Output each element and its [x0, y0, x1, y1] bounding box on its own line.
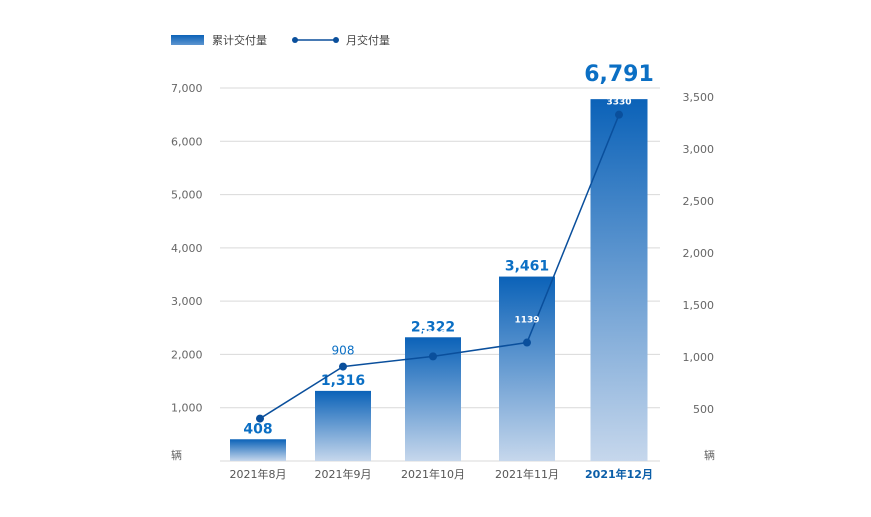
line-point — [339, 362, 347, 371]
bars — [230, 99, 648, 461]
right-axis-tick-label: 2,500 — [683, 195, 715, 208]
left-axis-tick-label: 2,000 — [171, 348, 203, 361]
category-label: 2021年12月 — [585, 467, 653, 481]
bar — [315, 390, 371, 461]
right-axis-tick-label: 3,000 — [683, 143, 715, 156]
right-axis-unit: 辆 — [704, 448, 715, 462]
bar-value-label: 408 — [243, 421, 272, 437]
bar-value-label: 3,461 — [505, 259, 549, 275]
category-label: 2021年11月 — [495, 467, 559, 481]
line-point — [256, 414, 264, 423]
legend-line-label: 月交付量 — [346, 33, 390, 47]
legend-bar-swatch — [171, 35, 204, 45]
category-label: 2021年10月 — [401, 467, 465, 481]
line-point-label: 908 — [332, 344, 355, 358]
bar-value-label: 2,322 — [411, 319, 455, 335]
legend: 累计交付量 月交付量 — [171, 33, 390, 47]
line-point — [429, 352, 437, 361]
left-axis-tick-label: 4,000 — [171, 242, 203, 255]
right-axis: 500 1,000 1,500 2,000 2,500 3,000 3,500 — [683, 91, 715, 416]
right-axis-tick-label: 500 — [693, 403, 714, 416]
left-axis-tick-label: 5,000 — [171, 189, 203, 202]
bar-value-label: 1,316 — [321, 373, 365, 389]
legend-line-marker-start — [292, 37, 298, 43]
bar-value-label: 6,791 — [584, 62, 654, 87]
left-axis-tick-label: 3,000 — [171, 295, 203, 308]
right-axis-tick-label: 3,500 — [683, 91, 715, 104]
legend-bar-label: 累计交付量 — [212, 33, 267, 47]
line-point — [615, 110, 623, 119]
bar — [499, 276, 555, 461]
category-axis: 2021年8月 2021年9月 2021年10月 2021年11月 2021年12月 — [230, 467, 653, 481]
line-point-label: 3330 — [606, 98, 631, 108]
line-point-label: 1139 — [514, 316, 539, 326]
left-axis: 1,000 2,000 3,000 4,000 5,000 6,000 7,000 — [171, 82, 203, 415]
left-axis-tick-label: 1,000 — [171, 402, 203, 415]
line-point — [523, 338, 531, 347]
category-label: 2021年9月 — [315, 467, 372, 481]
line-point-label: 1006 — [420, 329, 445, 339]
category-label: 2021年8月 — [230, 467, 287, 481]
right-axis-tick-label: 1,500 — [683, 299, 715, 312]
line-series: 908 1006 1139 3330 — [256, 98, 632, 423]
bar — [590, 99, 648, 461]
bar — [230, 439, 286, 461]
right-axis-tick-label: 2,000 — [683, 247, 715, 260]
legend-line-marker-end — [333, 37, 339, 43]
right-axis-tick-label: 1,000 — [683, 351, 715, 364]
left-axis-tick-label: 7,000 — [171, 82, 203, 95]
left-axis-tick-label: 6,000 — [171, 135, 203, 148]
left-axis-unit: 辆 — [171, 448, 182, 462]
bar-value-labels: 408 1,316 2,322 3,461 6,791 — [243, 62, 653, 437]
